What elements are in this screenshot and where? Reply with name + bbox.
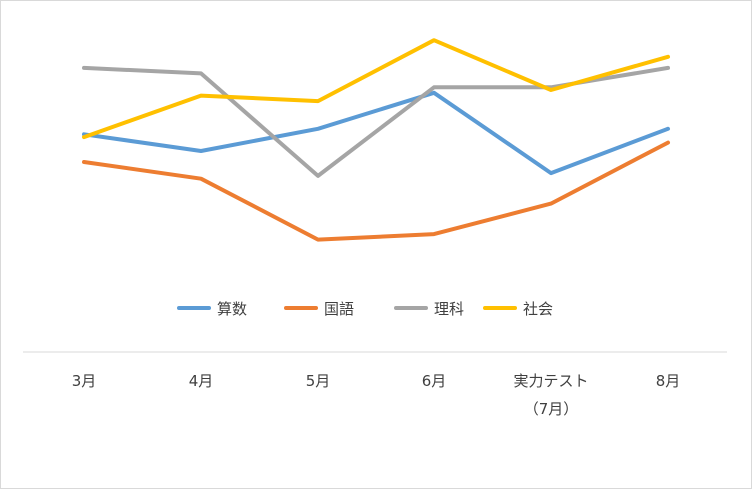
x-tick-label-line: 8月 bbox=[656, 372, 681, 390]
legend-label-4: 社会 bbox=[523, 300, 553, 318]
legend-label-1: 算数 bbox=[217, 300, 247, 318]
legend-label-2: 国語 bbox=[324, 300, 354, 318]
legend-label-3: 理科 bbox=[434, 300, 464, 318]
x-tick-label-1: 3月 bbox=[72, 372, 97, 390]
x-tick-label-6: 8月 bbox=[656, 372, 681, 390]
x-tick-label-line: 4月 bbox=[189, 372, 214, 390]
series-line-3 bbox=[82, 65, 670, 178]
x-tick-label-line: 実力テスト bbox=[513, 372, 588, 390]
x-tick-label-line: 3月 bbox=[72, 372, 97, 390]
x-tick-label-line: 5月 bbox=[306, 372, 331, 390]
x-tick-label-5: 実力テスト （7月） bbox=[513, 372, 588, 418]
x-tick-label-line: （7月） bbox=[524, 400, 579, 418]
series-line-2 bbox=[82, 140, 670, 242]
x-tick-label-line: 6月 bbox=[422, 372, 447, 390]
series-line-1 bbox=[82, 90, 670, 176]
x-tick-label-2: 4月 bbox=[189, 372, 214, 390]
x-tick-label-3: 5月 bbox=[306, 372, 331, 390]
x-tick-label-4: 6月 bbox=[422, 372, 447, 390]
series-line-4 bbox=[82, 38, 670, 140]
